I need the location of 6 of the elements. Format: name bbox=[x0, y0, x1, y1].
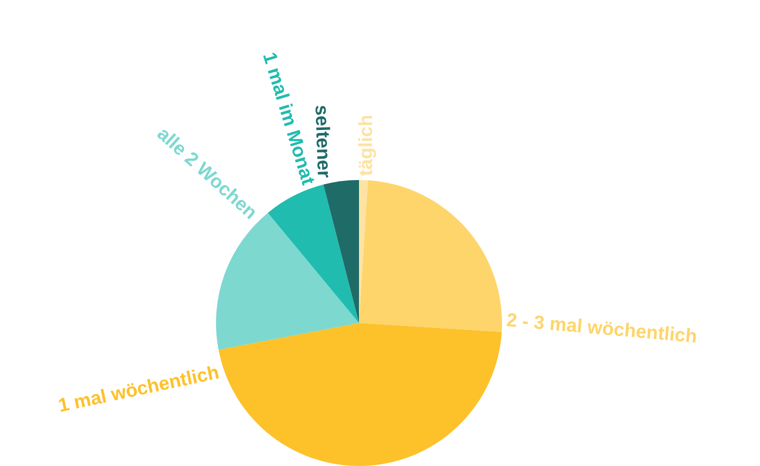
slice-label: täglich bbox=[356, 114, 377, 176]
pie-slice bbox=[218, 323, 502, 466]
pie-slice bbox=[359, 180, 502, 332]
slice-label: 2 - 3 mal wöchentlich bbox=[506, 310, 698, 348]
pie-slice bbox=[268, 184, 359, 323]
pie-slice bbox=[323, 180, 359, 323]
